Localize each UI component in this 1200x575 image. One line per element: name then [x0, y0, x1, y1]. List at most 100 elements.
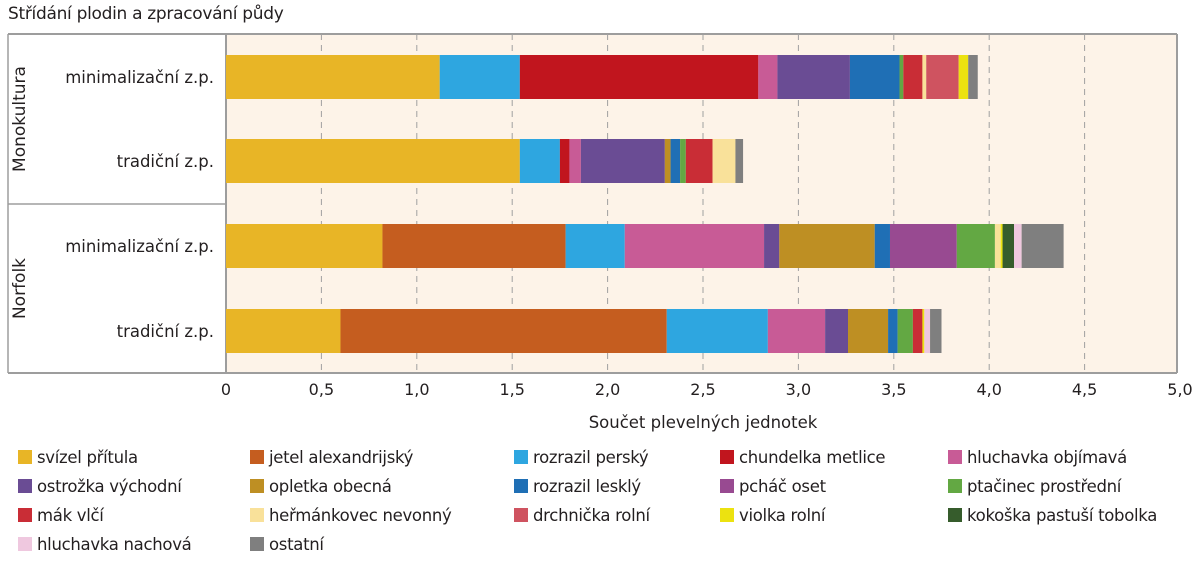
- bar-segment: Norfolk – tradiční z.p. — opletka obecná…: [848, 309, 889, 353]
- bar-segment: Norfolk – minimalizační z.p. — hluchavka…: [624, 224, 765, 268]
- labels-layer: 0 0,5 1,0 1,5 2,0 2,5 3,0 3,5 4,0 4,5 5,0 Součet pl…: [10, 66, 1193, 432]
- legend-swatch: [720, 450, 734, 464]
- bar-stack: Monokultura – tradiční z.p. — svízel pří…: [226, 139, 744, 183]
- legend-item: jetel alexandrijský: [250, 448, 413, 467]
- bar-segment: Monokultura – tradiční z.p. — ostatní: 0…: [735, 139, 744, 183]
- bar-segment: Monokultura – tradiční z.p. — rozrazil p…: [519, 139, 560, 183]
- legend-label: ostrožka východní: [37, 477, 182, 496]
- bar-segment: Norfolk – minimalizační z.p. — rozrazil …: [565, 224, 625, 268]
- legend-swatch: [18, 508, 32, 522]
- legend-swatch: [720, 479, 734, 493]
- legend-swatch: [948, 508, 962, 522]
- category-label: tradiční z.p.: [117, 322, 214, 341]
- bar-segment: Monokultura – tradiční z.p. — rozrazil l…: [670, 139, 681, 183]
- bar-segment: Monokultura – minimalizační z.p. — violk…: [958, 55, 969, 99]
- legend-label: ptačinec prostřední: [967, 477, 1122, 496]
- x-tick-label: 4,0: [976, 380, 1001, 399]
- legend-label: svízel přítula: [37, 448, 138, 467]
- legend-label: violka rolní: [739, 506, 826, 525]
- bar-stack: Monokultura – minimalizační z.p. — svíze…: [226, 55, 978, 99]
- bar-segment: Monokultura – tradiční z.p. — ptačinec p…: [680, 139, 686, 183]
- legend-label: kokoška pastuší tobolka: [967, 506, 1158, 525]
- bar-segment: Norfolk – tradiční z.p. — ostatní: 0.06: [930, 309, 942, 353]
- legend-item: rozrazil perský: [514, 448, 649, 467]
- bars-layer: Monokultura – minimalizační z.p. — svíze…: [226, 55, 1064, 353]
- x-tick-label: 3,0: [786, 380, 811, 399]
- legend-item: heřmánkovec nevonný: [250, 506, 452, 525]
- bar-segment: Monokultura – minimalizační z.p. — mák v…: [903, 55, 923, 99]
- bar-segment: Norfolk – tradiční z.p. — violka rolní: …: [922, 309, 925, 353]
- bar-stack: Norfolk – minimalizační z.p. — svízel př…: [226, 224, 1064, 268]
- bar-segment: Norfolk – minimalizační z.p. — pcháč ose…: [889, 224, 957, 268]
- bar-segment: Norfolk – minimalizační z.p. — ostrožka …: [764, 224, 780, 268]
- legend-item: hluchavka nachová: [18, 535, 192, 554]
- legend-label: rozrazil perský: [533, 448, 649, 467]
- legend-swatch: [948, 450, 962, 464]
- legend-swatch: [250, 537, 264, 551]
- bar-segment: Norfolk – tradiční z.p. — ptačinec prost…: [897, 309, 913, 353]
- bar-stack: Norfolk – tradiční z.p. — svízel přítula…: [226, 309, 942, 353]
- legend-swatch: [514, 479, 528, 493]
- legend-swatch: [18, 479, 32, 493]
- legend-item: svízel přítula: [18, 448, 138, 467]
- bar-segment: Monokultura – minimalizační z.p. — ostat…: [968, 55, 978, 99]
- legend-label: rozrazil lesklý: [533, 477, 641, 496]
- bar-segment: Norfolk – minimalizační z.p. — violka ro…: [1000, 224, 1003, 268]
- bar-segment: Norfolk – tradiční z.p. — mák vlčí: 0.05: [912, 309, 923, 353]
- bar-segment: Monokultura – minimalizační z.p. — chund…: [519, 55, 759, 99]
- chart-title: Střídání plodin a zpracování půdy: [8, 4, 284, 24]
- legend-swatch: [250, 508, 264, 522]
- x-tick-label: 5,0: [1167, 380, 1192, 399]
- category-label: tradiční z.p.: [117, 152, 214, 171]
- bar-segment: Monokultura – minimalizační z.p. — heřmá…: [922, 55, 927, 99]
- bar-segment: Norfolk – minimalizační z.p. — ptačinec …: [956, 224, 995, 268]
- bar-segment: Monokultura – minimalizační z.p. — svíze…: [226, 55, 440, 99]
- x-tick-label: 1,0: [404, 380, 429, 399]
- legend-label: drchnička rolní: [533, 506, 650, 525]
- bar-segment: Norfolk – tradiční z.p. — rozrazil leskl…: [888, 309, 898, 353]
- legend-label: opletka obecná: [269, 477, 392, 496]
- x-axis-label: Součet plevelných jednotek: [589, 413, 818, 432]
- legend-swatch: [18, 537, 32, 551]
- legend-item: ostrožka východní: [18, 477, 182, 496]
- group-label: Norfolk: [10, 258, 30, 319]
- legend-item: kokoška pastuší tobolka: [948, 506, 1157, 525]
- x-tick-label: 0,5: [309, 380, 334, 399]
- legend-label: mák vlčí: [37, 506, 104, 525]
- legend-item: rozrazil lesklý: [514, 477, 641, 496]
- x-tick-label: 2,5: [690, 380, 715, 399]
- legend-swatch: [514, 508, 528, 522]
- legend-swatch: [18, 450, 32, 464]
- bar-segment: Norfolk – minimalizační z.p. — opletka o…: [779, 224, 875, 268]
- legend-item: chundelka metlice: [720, 448, 886, 467]
- legend-item: drchnička rolní: [514, 506, 650, 525]
- bar-segment: Norfolk – minimalizační z.p. — hluchavka…: [1014, 224, 1022, 268]
- category-label: minimalizační z.p.: [65, 237, 214, 256]
- group-label: Monokultura: [10, 66, 30, 172]
- bar-segment: Monokultura – tradiční z.p. — ostrožka v…: [580, 139, 665, 183]
- bar-segment: Norfolk – tradiční z.p. — hluchavka objí…: [767, 309, 826, 353]
- bar-segment: Norfolk – tradiční z.p. — svízel přítula…: [226, 309, 341, 353]
- bar-segment: Monokultura – minimalizační z.p. — rozra…: [439, 55, 520, 99]
- bar-segment: Monokultura – minimalizační z.p. — rozra…: [849, 55, 900, 99]
- bar-segment: Monokultura – minimalizační z.p. — ptači…: [899, 55, 904, 99]
- legend-item: ptačinec prostřední: [948, 477, 1121, 496]
- bar-segment: Norfolk – minimalizační z.p. — heřmánkov…: [994, 224, 1001, 268]
- bar-segment: Norfolk – tradiční z.p. — jetel alexandr…: [340, 309, 667, 353]
- x-tick-label: 2,0: [595, 380, 620, 399]
- bar-segment: Monokultura – tradiční z.p. — mák vlčí: …: [685, 139, 713, 183]
- bar-segment: Monokultura – tradiční z.p. — heřmánkove…: [712, 139, 736, 183]
- bar-segment: Monokultura – tradiční z.p. — svízel pří…: [226, 139, 520, 183]
- bar-segment: Norfolk – minimalizační z.p. — svízel př…: [226, 224, 383, 268]
- bar-segment: Norfolk – minimalizační z.p. — jetel ale…: [382, 224, 566, 268]
- legend-item: violka rolní: [720, 506, 826, 525]
- legend-swatch: [948, 479, 962, 493]
- legend-item: opletka obecná: [250, 477, 392, 496]
- legend-item: mák vlčí: [18, 506, 104, 525]
- legend-label: ostatní: [269, 535, 324, 554]
- bar-segment: Monokultura – tradiční z.p. — opletka ob…: [664, 139, 671, 183]
- bar-segment: Monokultura – tradiční z.p. — chundelka …: [559, 139, 570, 183]
- bar-segment: Monokultura – tradiční z.p. — hluchavka …: [569, 139, 581, 183]
- category-label: minimalizační z.p.: [65, 68, 214, 87]
